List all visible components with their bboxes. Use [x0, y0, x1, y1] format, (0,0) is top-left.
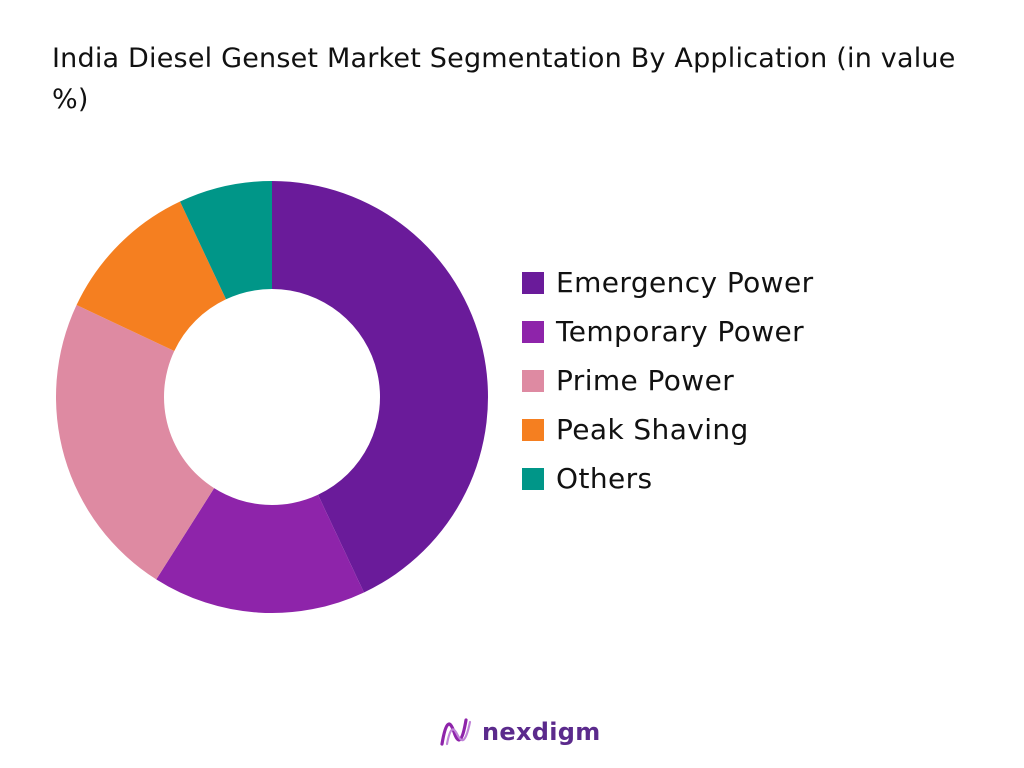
legend-swatch [522, 369, 544, 392]
legend-swatch [522, 418, 544, 441]
legend-item-peak-shaving: Peak Shaving [522, 405, 813, 454]
legend-label: Others [556, 462, 653, 495]
slice-emergency-power [272, 181, 489, 593]
legend-label: Prime Power [556, 364, 735, 397]
nexdigm-logo-text: nexdigm [482, 718, 601, 746]
legend-label: Emergency Power [556, 266, 814, 299]
legend-item-others: Others [522, 454, 813, 503]
legend-label: Temporary Power [556, 315, 805, 348]
chart-title: India Diesel Genset Market Segmentation … [52, 43, 956, 115]
legend-swatch [522, 320, 544, 343]
nexdigm-logo: nexdigm [438, 714, 601, 750]
slice-prime-power [55, 305, 215, 580]
slice-temporary-power [156, 488, 364, 613]
slice-peak-shaving [76, 201, 227, 352]
donut-slices [55, 181, 489, 613]
legend-label: Peak Shaving [556, 413, 749, 446]
legend-item-prime-power: Prime Power [522, 356, 813, 405]
legend-item-emergency-power: Emergency Power [522, 258, 813, 307]
legend-swatch [522, 271, 544, 294]
slice-others [180, 181, 272, 300]
legend-item-temporary-power: Temporary Power [522, 307, 813, 356]
legend-swatch [522, 467, 544, 490]
chart-legend: Emergency Power Temporary Power Prime Powe… [522, 258, 813, 503]
nexdigm-wave-icon [440, 718, 472, 746]
